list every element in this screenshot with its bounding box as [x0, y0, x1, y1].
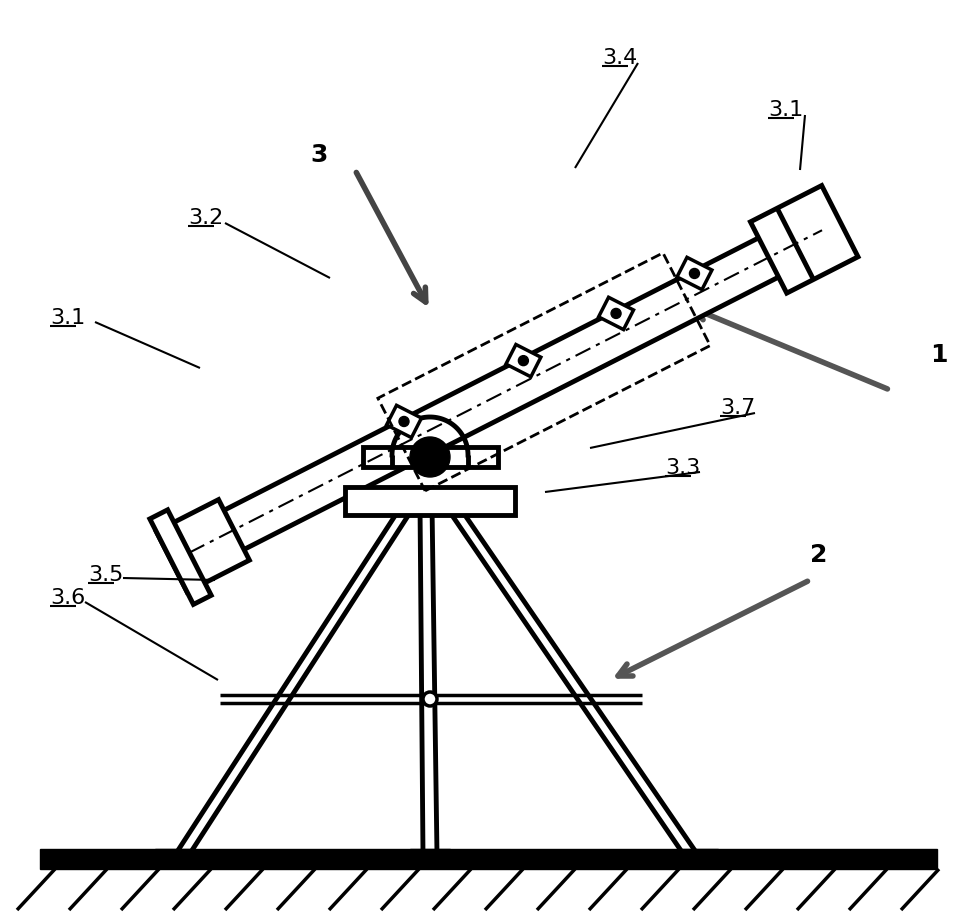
Circle shape [690, 269, 700, 279]
Bar [155, 849, 195, 863]
Text: 1: 1 [930, 343, 948, 367]
Polygon shape [387, 405, 421, 437]
Text: 3: 3 [310, 143, 327, 167]
Bar [362, 447, 497, 467]
Text: 3.7: 3.7 [720, 398, 755, 418]
Polygon shape [599, 297, 633, 329]
Text: 3.3: 3.3 [665, 458, 701, 478]
Polygon shape [156, 500, 249, 592]
Bar [678, 849, 718, 863]
Text: 3.5: 3.5 [88, 565, 123, 585]
Text: 3.1: 3.1 [50, 308, 85, 328]
Circle shape [423, 692, 437, 706]
Bar [345, 487, 515, 515]
Text: 2: 2 [810, 543, 828, 567]
Text: 3.1: 3.1 [768, 100, 803, 120]
Circle shape [611, 308, 621, 318]
Bar [410, 849, 450, 863]
Circle shape [519, 356, 529, 366]
Polygon shape [215, 229, 796, 554]
Polygon shape [149, 510, 211, 604]
Circle shape [399, 416, 409, 426]
Text: 3.4: 3.4 [602, 48, 637, 68]
Text: 3.6: 3.6 [50, 588, 85, 608]
Bar [40, 849, 937, 869]
Text: 3.2: 3.2 [188, 208, 224, 228]
Polygon shape [677, 258, 712, 290]
Polygon shape [506, 345, 541, 377]
Polygon shape [750, 185, 858, 293]
Circle shape [410, 437, 450, 477]
